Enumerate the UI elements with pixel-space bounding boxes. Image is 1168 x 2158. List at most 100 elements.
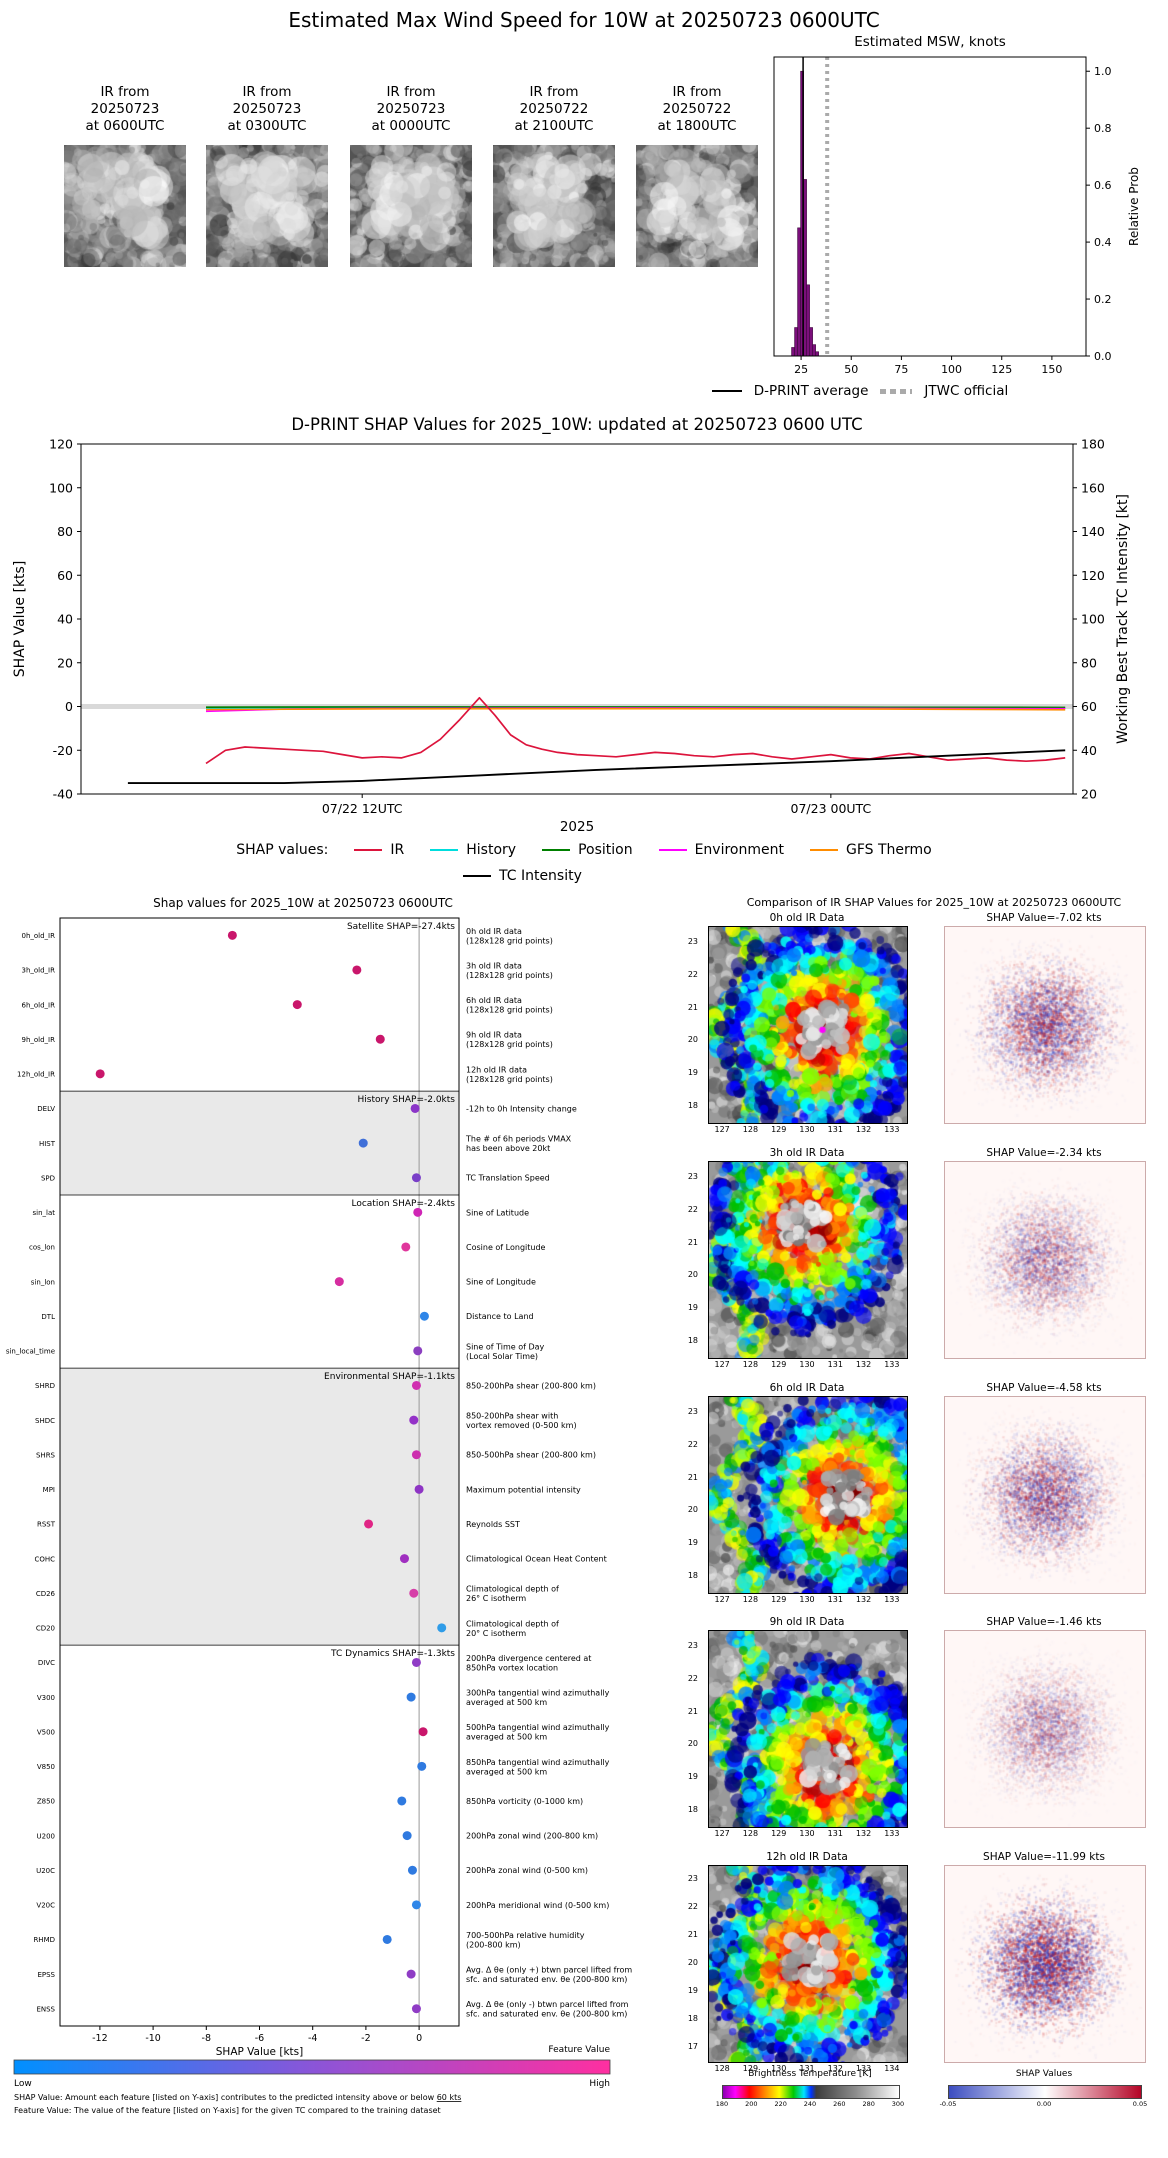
lat-tick-label: 20 <box>687 1505 698 1515</box>
feature-desc: 700-500hPa relative humidity <box>466 1931 585 1940</box>
position-line-swatch <box>542 848 571 852</box>
feature-desc: Avg. Δ θe (only +) btwn parcel lifted fr… <box>466 1966 632 1975</box>
lon-tick-label: 131 <box>827 1360 843 1369</box>
lon-tick-label: 133 <box>884 1360 900 1369</box>
ir-map-image-0 <box>708 926 908 1124</box>
feature-dot <box>292 1000 302 1010</box>
feature-dot <box>334 1277 344 1287</box>
feature-name: V20C <box>36 1902 55 1910</box>
lat-axis-2: 18 19 20 21 22 23 <box>672 1396 702 1592</box>
histogram-bar <box>797 227 801 357</box>
right-ytick: 100 <box>1081 612 1105 627</box>
lon-tick-label: 127 <box>714 1595 730 1604</box>
left-ytick: 80 <box>57 524 73 539</box>
histogram-ytick: 0.2 <box>1094 293 1112 306</box>
feature-desc: Cosine of Longitude <box>466 1243 546 1252</box>
section-shading <box>60 1091 459 1195</box>
ir-map-title-0: 0h old IR Data <box>769 912 845 924</box>
section-header: Satellite SHAP=-27.4kts <box>347 922 455 932</box>
shap-xlabel: SHAP Value [kts] <box>216 2046 303 2058</box>
ir-line-swatch <box>354 848 383 852</box>
shap-values-colorbar-label: SHAP Values <box>1015 2069 1073 2079</box>
section-header: TC Dynamics SHAP=-1.3kts <box>330 1649 455 1659</box>
feature-name: RHMD <box>33 1936 55 1944</box>
bt-colorbar-tick: 240 <box>803 2100 817 2108</box>
feature-dot <box>414 1484 424 1494</box>
histogram-ylabel: Relative Prob <box>1127 167 1141 246</box>
feature-desc: 200hPa zonal wind (0-500 km) <box>466 1866 588 1875</box>
lon-tick-label: 128 <box>714 2064 730 2073</box>
msw-histogram-legend: D-PRINT average JTWC official <box>560 383 1160 399</box>
jtwc-official-label: JTWC official <box>924 383 1009 399</box>
right-ytick: 60 <box>1081 699 1097 714</box>
lat-tick-label: 21 <box>687 1237 698 1247</box>
left-ytick: 100 <box>49 480 73 495</box>
lat-tick-label: 22 <box>687 1902 698 1911</box>
feature-desc: averaged at 500 km <box>466 1698 547 1707</box>
feature-dot <box>95 1069 105 1079</box>
lon-tick-label: 132 <box>855 1595 872 1604</box>
feature-desc: (200-800 km) <box>466 1940 521 1949</box>
feature-name: SHRD <box>35 1382 55 1390</box>
right-ytick: 120 <box>1081 568 1105 583</box>
feature-name: U200 <box>37 1832 55 1840</box>
histogram-frame <box>773 56 1087 357</box>
histogram-xtick: 25 <box>794 363 808 376</box>
ir-thumb-label-0: IR from 20250723 at 0600UTC <box>85 84 165 134</box>
shap-xtick: -10 <box>145 2033 161 2044</box>
feature-desc: 26° C isotherm <box>466 1594 526 1603</box>
feature-desc: Climatological depth of <box>466 1585 559 1594</box>
lat-tick-label: 21 <box>687 1706 698 1716</box>
histogram-bar <box>809 327 813 357</box>
histogram-xtick: 75 <box>894 363 908 376</box>
lat-tick-label: 23 <box>687 937 698 947</box>
footnote-shap-value: SHAP Value: Amount each feature [listed … <box>14 2093 461 2102</box>
feature-name: HIST <box>39 1140 56 1148</box>
feature-name: DTL <box>41 1313 55 1321</box>
feature-dot <box>419 1311 429 1321</box>
xtick-label: 07/23 00UTC <box>791 801 872 816</box>
feature-dot <box>407 1865 417 1875</box>
right-ytick: 80 <box>1081 655 1097 670</box>
feature-dot <box>406 1969 416 1979</box>
legend-title: SHAP values: <box>236 842 329 858</box>
series-line-ir <box>205 696 1066 765</box>
shap-map-title-3: SHAP Value=-1.46 kts <box>986 1616 1102 1628</box>
feature-value-label: Feature Value <box>548 2045 610 2055</box>
feature-name: 3h_old_IR <box>22 967 56 975</box>
shap-map-title-2: SHAP Value=-4.58 kts <box>986 1382 1102 1394</box>
shap-map-image-2 <box>944 1396 1146 1594</box>
lat-tick-label: 20 <box>687 1035 698 1045</box>
ir-comparison-title: Comparison of IR SHAP Values for 2025_10… <box>746 896 1122 909</box>
feature-dot <box>227 930 237 940</box>
histogram-bar <box>803 179 807 357</box>
feature-dot <box>409 1588 419 1598</box>
lon-axis-1: 127 128 129 130 131 132 133 <box>708 1360 906 1372</box>
feature-desc: Climatological depth of <box>466 1619 559 1628</box>
feature-desc: averaged at 500 km <box>466 1767 547 1776</box>
histogram-ytick: 0.0 <box>1094 350 1112 363</box>
lon-tick-label: 127 <box>714 1125 730 1134</box>
lat-tick-label: 23 <box>687 1641 698 1651</box>
lon-axis-0: 127 128 129 130 131 132 133 <box>708 1125 906 1137</box>
feature-name: 9h_old_IR <box>22 1036 56 1044</box>
lon-tick-label: 129 <box>771 1360 787 1369</box>
environment-line-swatch <box>658 848 687 852</box>
feature-desc: 20° C isotherm <box>466 1629 526 1638</box>
ir-map-title-4: 12h old IR Data <box>766 1851 848 1863</box>
jtwc-official-line-swatch <box>880 388 913 394</box>
feature-desc: Sine of Longitude <box>466 1278 536 1287</box>
shap-values-colorbar-ticks: -0.05 0.00 0.05 <box>940 2100 1148 2110</box>
lon-tick-label: 127 <box>714 1829 730 1838</box>
histogram-ytick: 1.0 <box>1094 65 1112 78</box>
lon-tick-label: 129 <box>771 1829 787 1838</box>
lat-tick-label: 22 <box>687 1674 698 1683</box>
histogram-ytick: 0.6 <box>1094 179 1112 192</box>
feature-dot <box>364 1519 374 1529</box>
lon-tick-label: 128 <box>742 1829 759 1838</box>
lon-tick-label: 132 <box>855 1360 872 1369</box>
section-header: Environmental SHAP=-1.1kts <box>324 1372 455 1382</box>
feature-dot <box>411 2004 421 2014</box>
feature-desc: Sine of Latitude <box>466 1208 529 1217</box>
lon-tick-label: 133 <box>884 1595 900 1604</box>
